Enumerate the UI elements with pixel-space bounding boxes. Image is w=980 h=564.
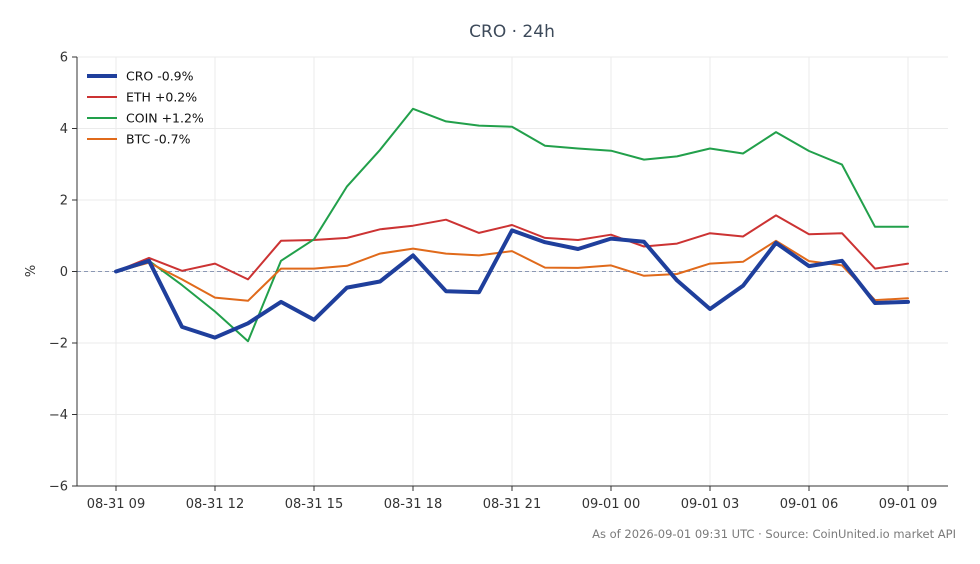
y-tick-label: −2 [49,337,68,352]
y-axis-label: % [24,265,39,277]
source-footer: As of 2026-09-01 09:31 UTC · Source: Coi… [592,527,956,541]
series-line-eth [115,214,909,281]
y-tick-label: −6 [49,480,68,495]
x-tick-label: 09-01 03 [681,497,739,512]
legend: CRO -0.9% ETH +0.2% COIN +1.2% BTC -0.7% [87,69,204,147]
y-tick-label: 2 [60,194,68,209]
x-tick-label: 09-01 09 [879,497,937,512]
chart-title: CRO · 24h [469,22,555,42]
series-lines [114,107,910,343]
y-axis-ticks: 6 4 2 0 −2 −4 −6 [49,51,77,495]
y-tick-label: −4 [49,408,68,423]
x-tick-label: 08-31 15 [285,497,343,512]
x-tick-label: 08-31 12 [186,497,244,512]
legend-label-eth: ETH +0.2% [126,90,197,105]
legend-label-coin: COIN +1.2% [126,111,204,126]
legend-label-cro: CRO -0.9% [126,69,194,84]
y-tick-label: 4 [60,122,68,137]
x-axis-ticks: 08-31 09 08-31 12 08-31 15 08-31 18 08-31 21… [87,486,937,512]
series-line-coin [115,107,909,343]
legend-label-btc: BTC -0.7% [126,132,191,147]
x-tick-label: 08-31 09 [87,497,145,512]
y-tick-label: 6 [60,51,68,66]
x-tick-label: 09-01 06 [780,497,838,512]
series-line-cro [114,228,910,340]
x-tick-label: 08-31 21 [483,497,541,512]
series-line-btc [115,239,909,302]
x-tick-label: 09-01 00 [582,497,640,512]
x-tick-label: 08-31 18 [384,497,442,512]
y-tick-label: 0 [60,265,68,280]
